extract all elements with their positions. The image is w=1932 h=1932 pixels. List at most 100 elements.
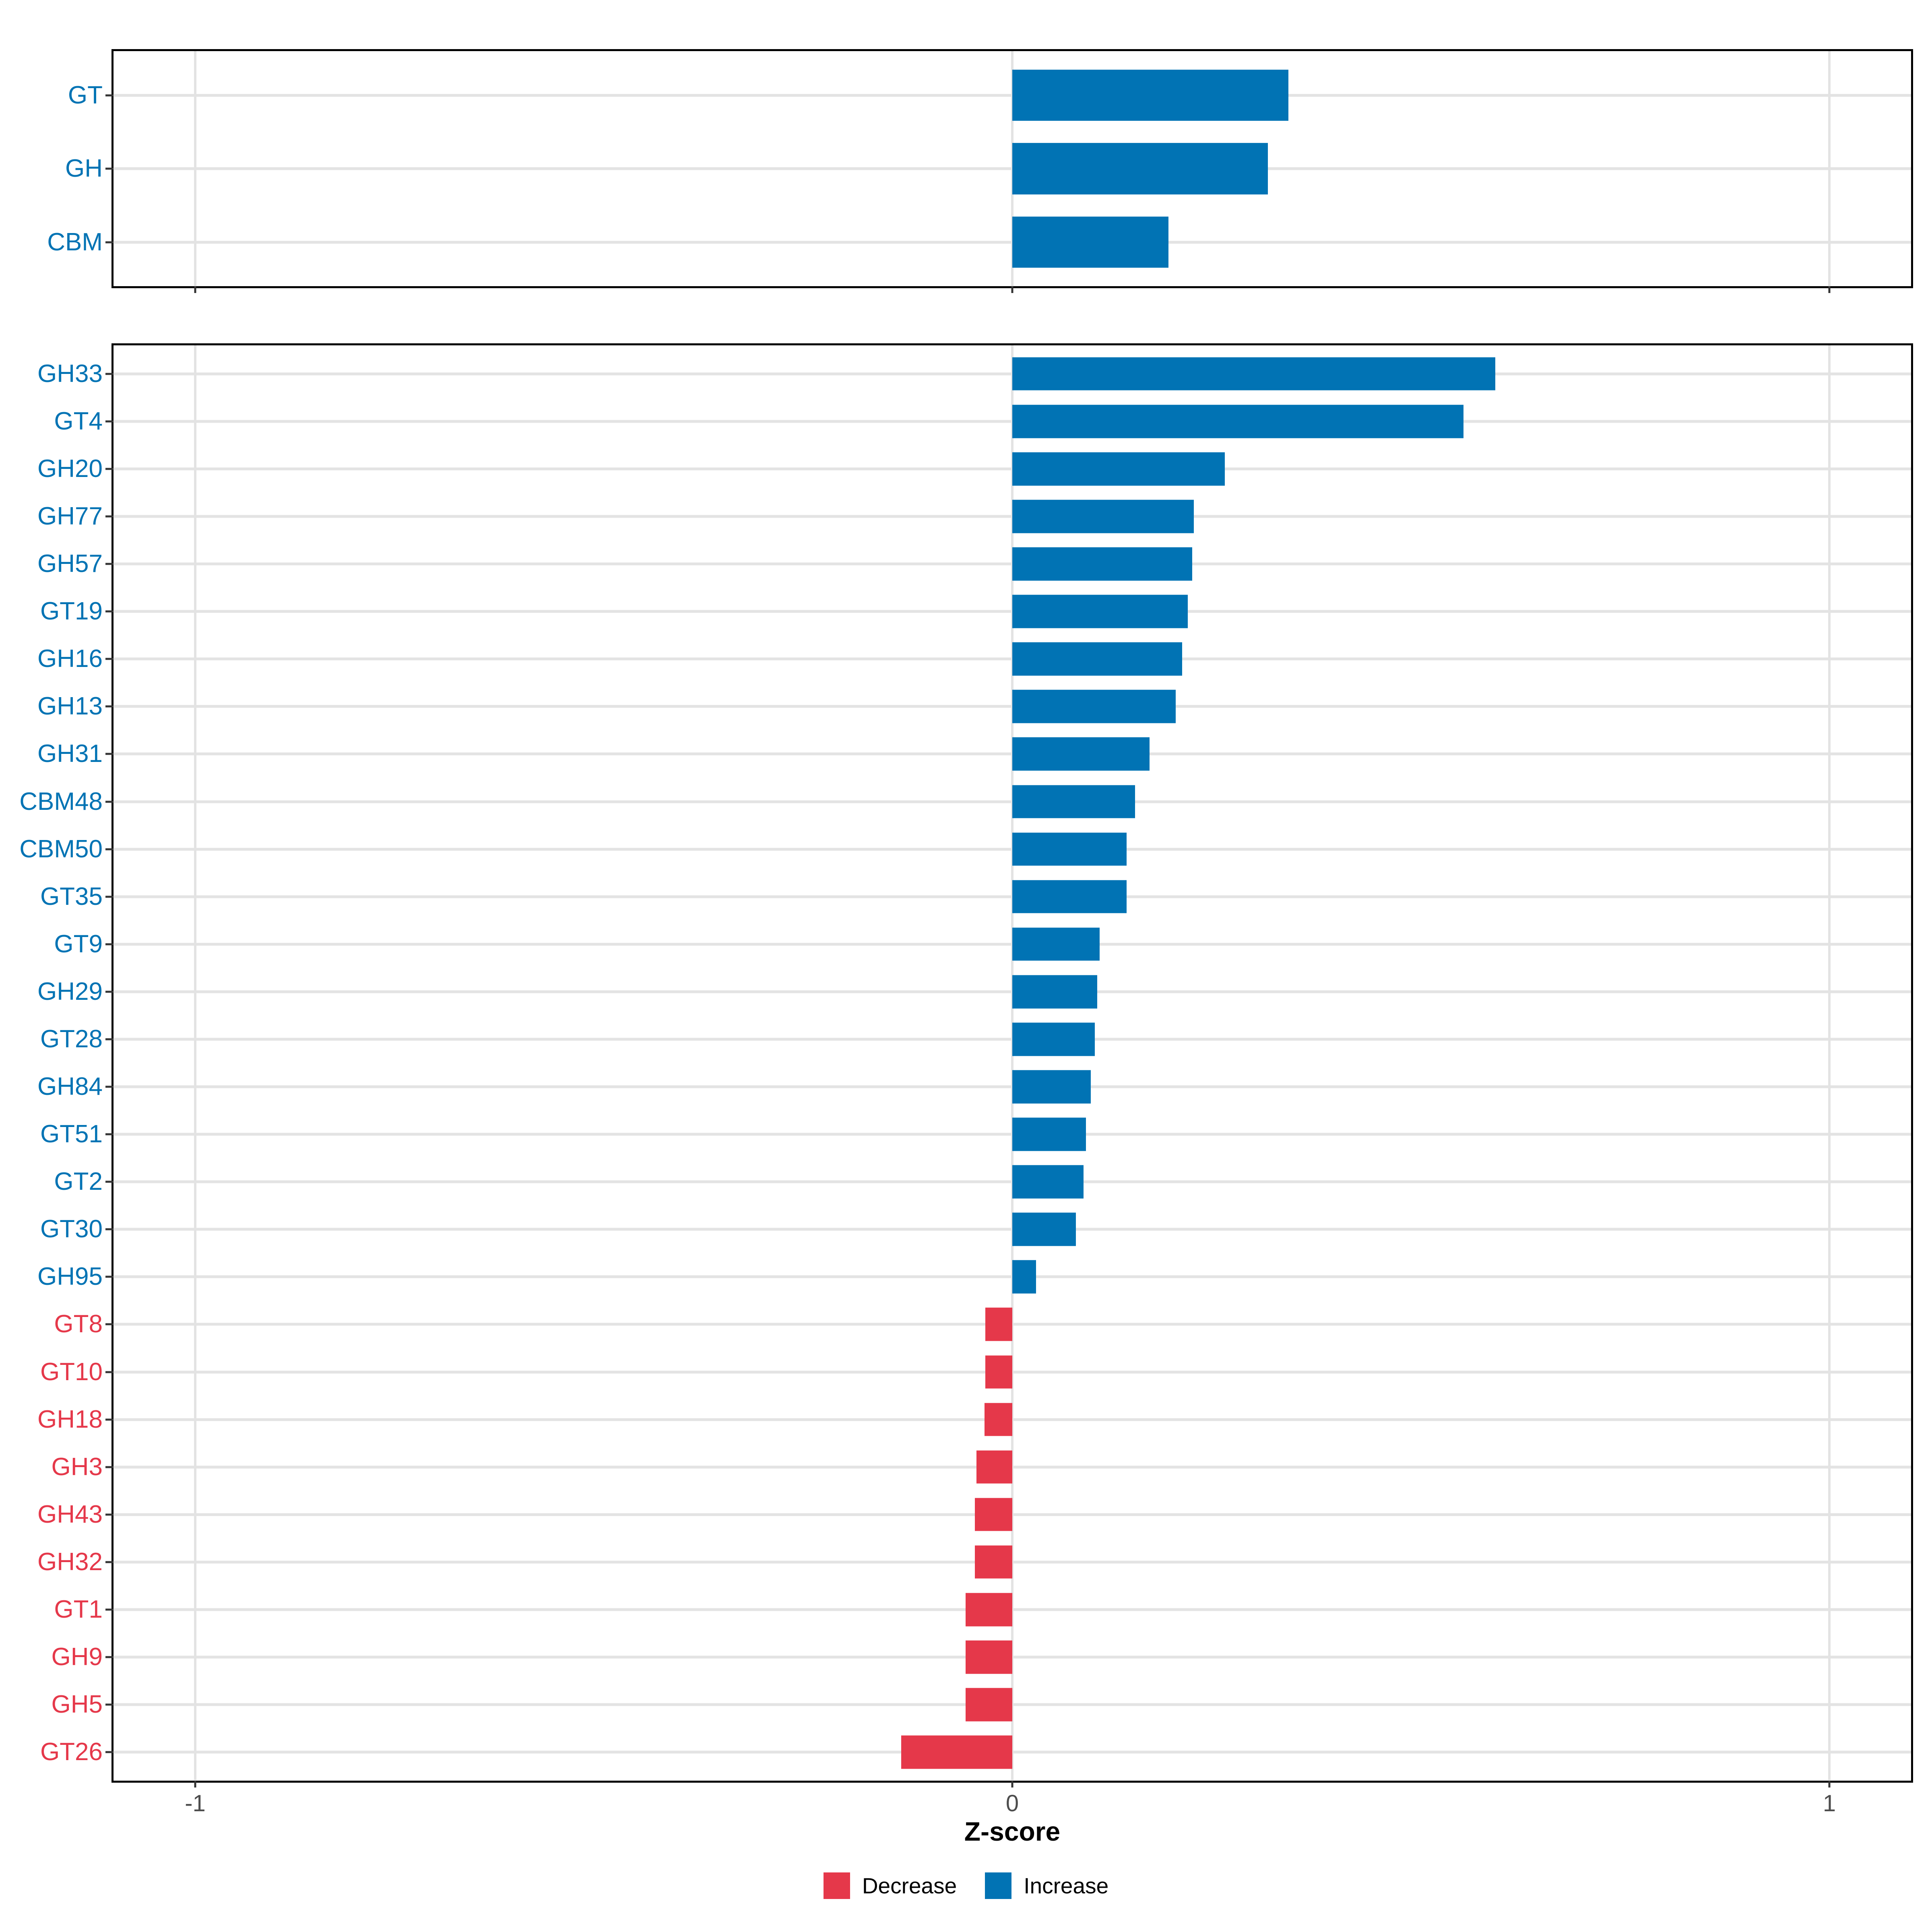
bar-GT30 [1012, 1212, 1076, 1246]
bar-GH77 [1012, 500, 1194, 533]
x-axis-tick-1 [1828, 286, 1831, 293]
summary-panel: GT GH CBM [47, 49, 1913, 293]
category-label-GH77: GH77 [37, 502, 103, 530]
increase-swatch [985, 1872, 1012, 1899]
y-axis-tick-CBM50 [105, 848, 114, 850]
category-label-GH13: GH13 [37, 692, 103, 720]
bar-GH31 [1012, 737, 1150, 771]
x-tick-label-0: 0 [1005, 1790, 1019, 1816]
bar-GT19 [1012, 594, 1188, 628]
bar-GH95 [1012, 1260, 1036, 1294]
bar-CBM50 [1012, 832, 1127, 866]
category-label-CBM50: CBM50 [19, 835, 103, 863]
bar-CBM [1012, 216, 1168, 268]
category-label-GT1: GT1 [54, 1595, 103, 1623]
y-axis-tick-GT30 [105, 1228, 114, 1230]
legend-label-increase: Increase [1024, 1873, 1109, 1898]
gridline-row-GH5 [114, 1703, 1911, 1706]
gridline-row-GH32 [114, 1560, 1911, 1564]
bar-GH32 [974, 1545, 1012, 1579]
gridline-row-GH43 [114, 1513, 1911, 1516]
y-axis-tick-GT2 [105, 1181, 114, 1183]
legend-item-increase: Increase [985, 1872, 1108, 1899]
y-axis-tick-GH9 [105, 1656, 114, 1658]
y-axis-tick-GH18 [105, 1418, 114, 1421]
y-axis-tick-GT26 [105, 1751, 114, 1753]
y-axis-tick-GH13 [105, 705, 114, 708]
category-label-GH16: GH16 [37, 645, 103, 673]
gridline-x--1 [194, 345, 196, 1781]
bar-GT51 [1012, 1117, 1086, 1151]
family-panel: -1 0 1 GH33 GT4 GH20 GH77 GH57 GT19 GH16 GH13 GH31 C… [19, 343, 1913, 1816]
category-label-GT30: GT30 [40, 1215, 103, 1243]
y-axis-tick-GH16 [105, 658, 114, 660]
y-axis-tick-GH [105, 167, 114, 170]
category-label-GT10: GT10 [40, 1358, 103, 1386]
bar-GH13 [1012, 690, 1176, 723]
x-axis-tick--1 [194, 1781, 196, 1788]
gridline-row-GH18 [114, 1418, 1911, 1421]
bar-GH18 [984, 1403, 1012, 1436]
category-label-GT: GT [68, 81, 103, 109]
category-label-GH29: GH29 [37, 977, 103, 1005]
bar-GT2 [1012, 1165, 1084, 1199]
y-axis-tick-GH84 [105, 1086, 114, 1088]
y-axis-tick-GH3 [105, 1466, 114, 1468]
gridline-row-GT26 [114, 1750, 1911, 1754]
bar-GT8 [985, 1308, 1012, 1341]
decrease-swatch [823, 1872, 850, 1899]
bar-GH [1012, 143, 1268, 194]
bar-GT1 [966, 1593, 1012, 1627]
category-label-GT26: GT26 [40, 1738, 103, 1766]
category-label-GH95: GH95 [37, 1263, 103, 1291]
category-label-GH57: GH57 [37, 550, 103, 578]
category-label-GH43: GH43 [37, 1500, 103, 1528]
category-label-GH9: GH9 [51, 1643, 103, 1671]
y-axis-tick-GT19 [105, 610, 114, 613]
bar-GT26 [901, 1735, 1012, 1769]
legend: Decrease Increase [0, 1872, 1932, 1899]
y-axis-tick-GH31 [105, 753, 114, 755]
y-axis-tick-CBM48 [105, 801, 114, 803]
bar-GT4 [1012, 405, 1463, 438]
x-tick-label-1: 1 [1823, 1790, 1836, 1816]
category-label-GT2: GT2 [54, 1168, 103, 1196]
bar-GT9 [1012, 927, 1100, 961]
category-label-GH32: GH32 [37, 1548, 103, 1576]
gridline-row-GH9 [114, 1655, 1911, 1659]
y-axis-tick-GH5 [105, 1703, 114, 1706]
bar-GT28 [1012, 1022, 1095, 1056]
y-axis-tick-GH29 [105, 991, 114, 993]
gridline-row-GT8 [114, 1323, 1911, 1326]
category-label-GH: GH [65, 155, 103, 182]
bar-GT10 [985, 1355, 1012, 1389]
bar-GH3 [976, 1450, 1012, 1484]
bar-GT [1012, 69, 1289, 121]
category-label-GH33: GH33 [37, 359, 103, 388]
y-axis-tick-GH77 [105, 515, 114, 518]
x-axis-tick-1 [1828, 1781, 1831, 1788]
bar-GH20 [1012, 452, 1225, 486]
category-label-GH31: GH31 [37, 740, 103, 768]
y-axis-tick-GH43 [105, 1513, 114, 1516]
y-axis-tick-GT51 [105, 1133, 114, 1135]
y-axis-tick-GH57 [105, 563, 114, 565]
category-label-GH20: GH20 [37, 455, 103, 483]
legend-item-decrease: Decrease [823, 1872, 957, 1899]
bar-GH84 [1012, 1070, 1091, 1104]
bar-GH16 [1012, 642, 1183, 676]
bar-GH29 [1012, 975, 1098, 1009]
bar-GH5 [966, 1688, 1012, 1721]
bar-GH33 [1012, 357, 1495, 391]
bar-GH43 [974, 1498, 1012, 1532]
gridline-x-0 [1011, 345, 1013, 1781]
y-axis-tick-GT9 [105, 943, 114, 945]
x-axis-tick-0 [1011, 286, 1013, 293]
category-label-CBM48: CBM48 [19, 787, 103, 815]
category-label-GH18: GH18 [37, 1405, 103, 1433]
category-label-GH84: GH84 [37, 1073, 103, 1101]
category-label-GT8: GT8 [54, 1310, 103, 1338]
y-axis-tick-GT4 [105, 420, 114, 423]
category-label-GT4: GT4 [54, 407, 103, 435]
bar-GT35 [1012, 880, 1127, 914]
